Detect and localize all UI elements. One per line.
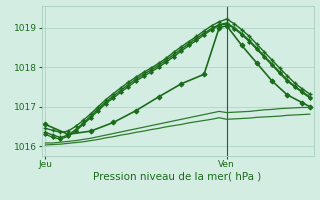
X-axis label: Pression niveau de la mer( hPa ): Pression niveau de la mer( hPa )	[93, 172, 262, 182]
